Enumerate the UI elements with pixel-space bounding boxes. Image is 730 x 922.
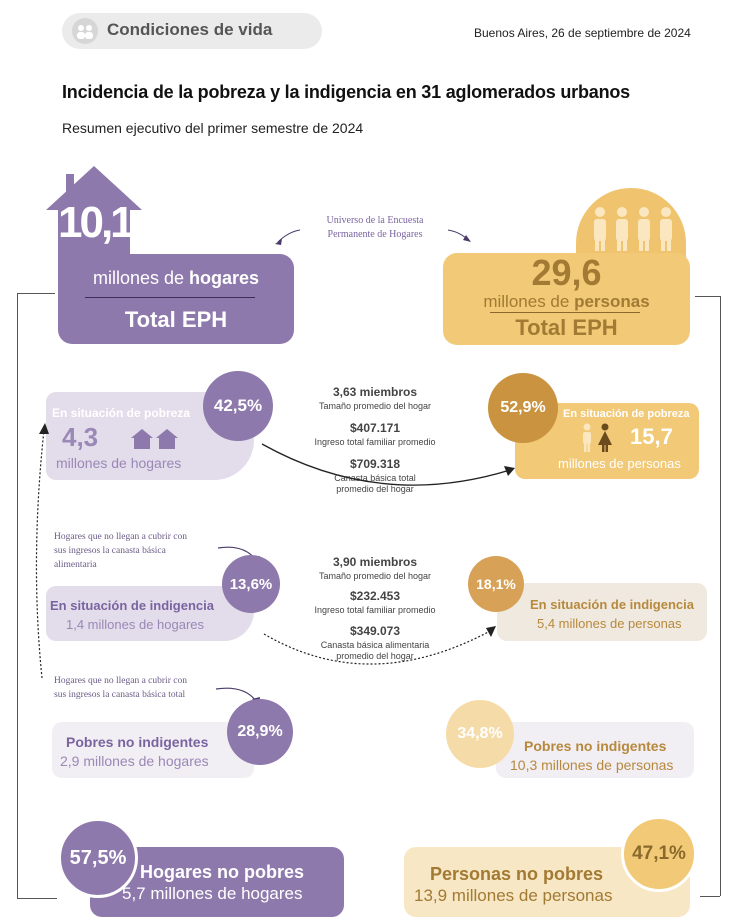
right-bracket-vertical <box>720 296 721 896</box>
indigence-basket: $349.073 <box>349 624 401 638</box>
universe-arrows <box>275 229 471 245</box>
left-bracket-bottom <box>17 898 57 899</box>
people-indigence-pct: 18,1% <box>468 556 524 612</box>
people-icon <box>594 207 672 251</box>
people-indigence-unit: 5,4 millones de personas <box>537 616 682 631</box>
households-poverty-unit: millones de hogares <box>56 455 182 471</box>
indigence-income: $232.453 <box>349 589 401 603</box>
households-total-unit-bold: hogares <box>189 268 260 288</box>
households-non-poor-pct: 57,5% <box>58 818 138 898</box>
households-indigence-pct: 13,6% <box>222 555 280 613</box>
people-icon <box>72 18 98 44</box>
note-food-line2: sus ingresos la canasta básica <box>54 546 166 556</box>
households-indigence-box <box>46 586 254 641</box>
households-poverty-value: 4,3 <box>62 422 99 452</box>
households-indigence-unit: 1,4 millones de hogares <box>66 617 205 632</box>
people-non-poor-pct: 47,1% <box>621 816 697 892</box>
people-non-indigent-poor-box <box>496 722 694 778</box>
people-indigence-box <box>497 583 707 641</box>
people-total-value: 29,6 <box>531 252 602 293</box>
indigence-basket-label1: Canasta básica alimentaria <box>320 640 430 650</box>
indigence-members-label: Tamaño promedio del hogar <box>318 571 432 581</box>
people-total-divider <box>490 312 640 313</box>
people-non-poor-label: Personas no pobres <box>430 864 604 884</box>
left-bracket-vertical <box>17 293 18 898</box>
households-poverty-label: En situación de pobreza <box>52 406 191 420</box>
people-poverty-unit: millones de personas <box>558 456 681 471</box>
households-non-poor-label: Hogares no pobres <box>140 862 305 882</box>
person-icon <box>583 423 612 452</box>
indigence-basket-label2: promedio del hogar <box>336 651 414 661</box>
note-total-line2: sus ingresos la canasta básica total <box>54 690 186 700</box>
people-total-unit: millones de personas <box>443 292 690 312</box>
page-title: Incidencia de la pobreza y la indigencia… <box>62 82 630 102</box>
report-date: Buenos Aires, 26 de septiembre de 2024 <box>474 26 691 40</box>
people-non-indigent-poor-pct: 34,8% <box>446 700 514 768</box>
poverty-basket: $709.318 <box>349 457 401 471</box>
section-pill <box>62 13 322 49</box>
left-upward-arrow <box>35 423 49 679</box>
poverty-basket-label2: promedio del hogar <box>336 484 414 494</box>
people-non-indigent-poor-unit: 10,3 millones de personas <box>510 757 674 773</box>
page-subtitle: Resumen ejecutivo del primer semestre de… <box>62 120 364 136</box>
universe-note-line1: Universo de la Encuesta <box>326 215 424 226</box>
households-total-box <box>58 254 294 344</box>
households-total-unit: millones de hogares <box>58 268 294 289</box>
households-non-poor-unit: 5,7 millones de hogares <box>122 884 303 903</box>
note-food-line1: Hogares que no llegan a cubrir con <box>54 532 187 542</box>
note-total-line1: Hogares que no llegan a cubrir con <box>54 676 187 686</box>
universe-note-line2: Permanente de Hogares <box>327 229 423 240</box>
poverty-members: 3,63 miembros <box>332 385 418 399</box>
indigence-flow-arrow <box>263 626 496 665</box>
households-total-label: Total EPH <box>124 307 228 332</box>
poverty-flow-arrow <box>261 443 515 486</box>
people-non-poor-unit: 13,9 millones de personas <box>414 886 613 905</box>
households-total-divider <box>85 297 255 298</box>
households-non-indigent-poor-unit: 2,9 millones de hogares <box>60 753 209 769</box>
indigence-members: 3,90 miembros <box>332 555 418 569</box>
households-non-indigent-poor-box <box>52 722 254 778</box>
right-bracket-bottom <box>700 896 720 897</box>
people-poverty-label: En situación de pobreza <box>563 408 690 420</box>
poverty-basket-label1: Canasta básica total <box>334 473 416 483</box>
people-indigence-label: En situación de indigencia <box>530 597 694 612</box>
households-total-value: 10,1 <box>58 198 135 247</box>
left-bracket-top <box>17 293 55 294</box>
right-bracket-top <box>695 296 720 297</box>
people-total-label: Total EPH <box>515 315 618 340</box>
indigence-income-label: Ingreso total familiar promedio <box>314 605 436 615</box>
house-icon <box>46 166 142 258</box>
section-label: Condiciones de vida <box>107 20 273 39</box>
poverty-members-label: Tamaño promedio del hogar <box>318 401 432 411</box>
households-non-indigent-poor-label: Pobres no indigentes <box>66 734 209 750</box>
people-total-unit-plain: millones de <box>483 292 575 311</box>
people-poverty-value: 15,7 <box>630 424 673 449</box>
house-icon <box>131 429 178 449</box>
note-food-line3: alimentaria <box>54 560 97 570</box>
households-indigence-label: En situación de indigencia <box>50 598 214 613</box>
people-non-indigent-poor-label: Pobres no indigentes <box>524 738 667 754</box>
poverty-income-label: Ingreso total familiar promedio <box>314 437 436 447</box>
households-non-indigent-poor-pct: 28,9% <box>227 699 293 765</box>
households-total-unit-plain: millones de <box>92 268 189 288</box>
households-poverty-pct: 42,5% <box>203 371 273 441</box>
poverty-income: $407.171 <box>349 421 401 435</box>
people-poverty-pct: 52,9% <box>488 373 558 443</box>
people-total-unit-bold: personas <box>574 292 650 311</box>
people-total-box <box>443 253 690 345</box>
